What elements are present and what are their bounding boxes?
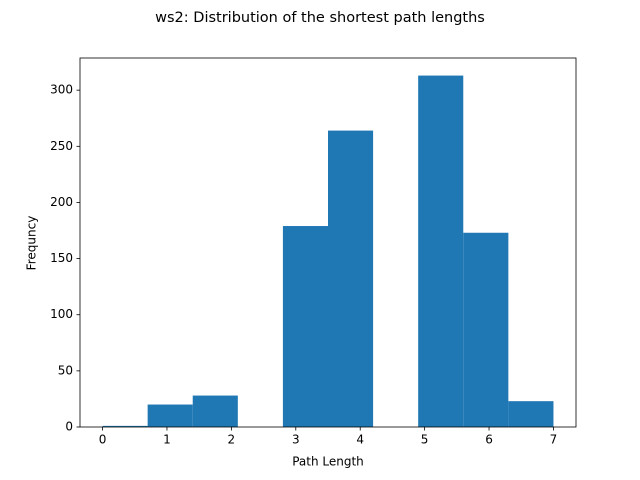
y-tick-label: 50 <box>58 363 73 377</box>
x-tick-label: 2 <box>228 433 236 447</box>
x-tick-label: 1 <box>163 433 171 447</box>
bar <box>463 232 509 427</box>
bar <box>328 130 374 427</box>
x-tick-label: 3 <box>292 433 300 447</box>
x-tick-label: 6 <box>485 433 493 447</box>
bar <box>508 401 554 427</box>
x-tick-label: 5 <box>421 433 429 447</box>
y-tick-label: 300 <box>50 83 73 97</box>
y-tick-label: 250 <box>50 139 73 153</box>
chart-title: ws2: Distribution of the shortest path l… <box>155 10 485 26</box>
y-tick-label: 100 <box>50 307 73 321</box>
plot-frame <box>79 57 577 428</box>
bar <box>192 395 238 427</box>
bar <box>102 425 148 427</box>
x-tick-label: 7 <box>550 433 558 447</box>
bar <box>147 404 193 427</box>
x-tick-label: 0 <box>99 433 107 447</box>
y-tick-label: 200 <box>50 195 73 209</box>
y-tick-label: 0 <box>65 420 73 434</box>
y-tick-label: 150 <box>50 251 73 265</box>
bar <box>418 75 464 428</box>
y-axis-label: Frequncy <box>25 216 39 271</box>
bar <box>282 226 328 427</box>
x-tick-label: 4 <box>356 433 364 447</box>
x-axis-label: Path Length <box>292 455 364 469</box>
